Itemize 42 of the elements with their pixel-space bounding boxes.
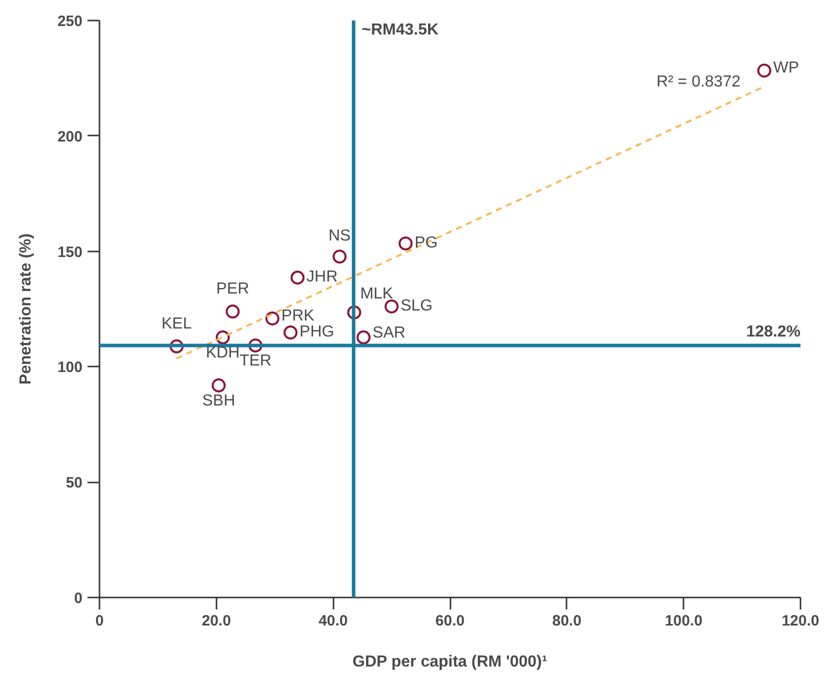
annotation: PG bbox=[414, 234, 438, 252]
x-tick-label: 80.0 bbox=[552, 612, 582, 630]
y-tick-label: 250 bbox=[57, 13, 83, 30]
annotation: PRK bbox=[281, 307, 315, 324]
y-tick-label: 0 bbox=[74, 590, 82, 607]
x-tick-label: 20.0 bbox=[202, 612, 231, 630]
annotation: NS bbox=[328, 228, 351, 245]
x-tick-label: 40.0 bbox=[318, 612, 348, 630]
point bbox=[384, 299, 399, 314]
annotation: 128.2% bbox=[746, 323, 800, 340]
point bbox=[212, 378, 226, 392]
y-axis-title: Penetration rate (%) bbox=[17, 233, 34, 385]
annotation: R² = 0.8372 bbox=[656, 74, 741, 90]
point bbox=[332, 250, 347, 264]
y-tick-label: 50 bbox=[66, 474, 83, 492]
annotation: JHR bbox=[306, 268, 338, 286]
point bbox=[284, 326, 298, 340]
annotation: SBH bbox=[202, 392, 236, 410]
point bbox=[356, 330, 371, 344]
annotation: MLK bbox=[360, 285, 394, 302]
x-axis-title: GDP per capita (RM '000)¹ bbox=[352, 654, 548, 670]
y-tick-label: 150 bbox=[57, 244, 83, 261]
annotation: PHG bbox=[300, 324, 334, 341]
x-tick-label: 60.0 bbox=[435, 612, 465, 630]
y-tick-label: 100 bbox=[57, 359, 83, 376]
annotation: WP bbox=[773, 60, 800, 77]
annotation: TER bbox=[239, 352, 272, 370]
ref-line-label: ~RM43.5K bbox=[362, 22, 439, 38]
y-tick-label: 200 bbox=[57, 128, 83, 146]
point bbox=[265, 311, 280, 326]
point bbox=[757, 64, 772, 78]
x-tick-label: 120.0 bbox=[782, 612, 820, 630]
annotation: SAR bbox=[372, 324, 406, 342]
annotation: SLG bbox=[400, 297, 433, 314]
x-tick-label: 100.0 bbox=[664, 612, 702, 630]
point bbox=[290, 270, 305, 285]
annotation: PER bbox=[216, 280, 250, 298]
point bbox=[226, 304, 240, 319]
annotation: KEL bbox=[161, 315, 192, 332]
point bbox=[398, 236, 413, 250]
x-tick-label: 0 bbox=[95, 612, 104, 630]
annotation: KDH bbox=[206, 344, 240, 362]
